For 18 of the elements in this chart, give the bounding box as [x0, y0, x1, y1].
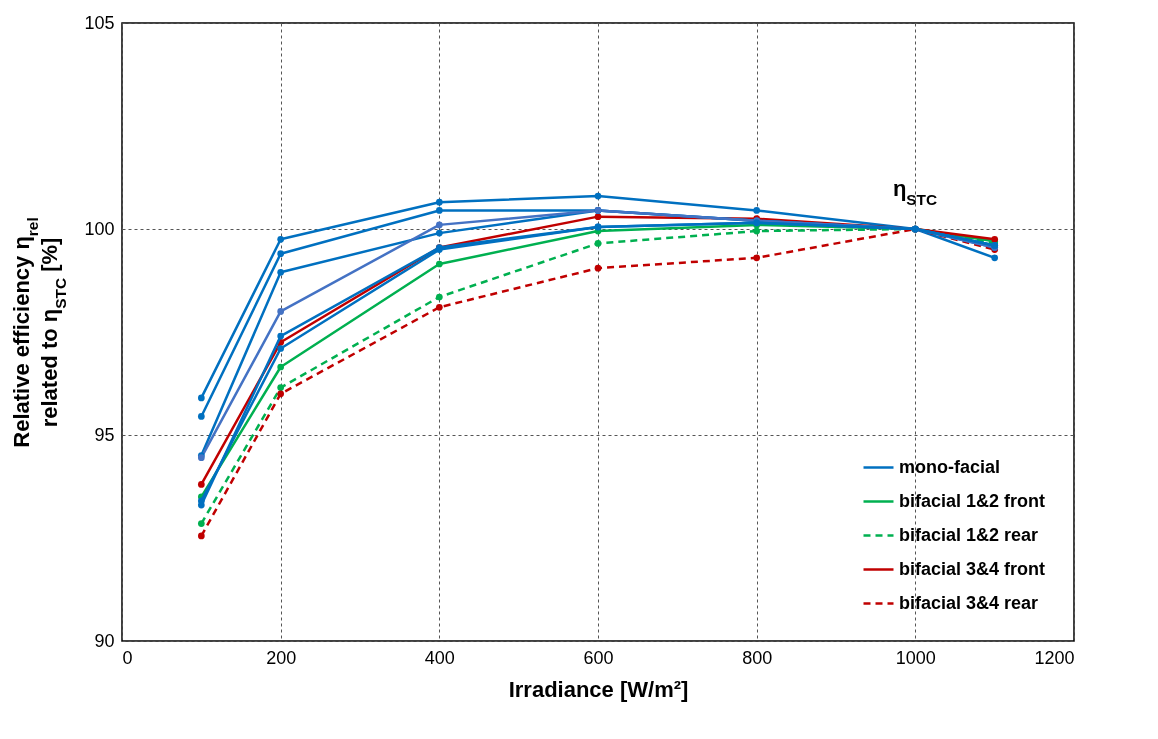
y-tick-label: 105	[84, 12, 115, 33]
y-tick-label: 95	[94, 424, 115, 445]
x-tick-label: 200	[266, 647, 297, 668]
x-axis-title: Irradiance [W/m²]	[508, 676, 689, 702]
y-tick-label: 90	[94, 630, 115, 651]
x-tick-label: 800	[742, 647, 773, 668]
legend-label: bifacial 3&4 front	[899, 558, 1046, 579]
x-tick-label: 0	[122, 647, 133, 668]
legend-label: bifacial 1&2 front	[899, 490, 1046, 511]
y-tick-label: 100	[84, 218, 115, 239]
legend-label: bifacial 3&4 rear	[899, 592, 1039, 613]
legend-label: mono-facial	[899, 456, 1001, 477]
x-tick-label: 400	[424, 647, 455, 668]
x-tick-label: 1200	[1034, 647, 1075, 668]
x-tick-label: 1000	[895, 647, 936, 668]
legend-label: bifacial 1&2 rear	[899, 524, 1039, 545]
annotation: η$_{STC}$	[892, 176, 938, 208]
x-tick-label: 600	[583, 647, 614, 668]
